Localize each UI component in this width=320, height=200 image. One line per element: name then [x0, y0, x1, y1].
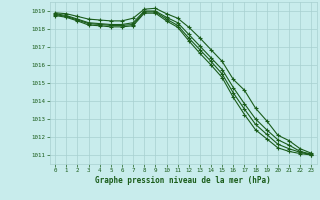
- X-axis label: Graphe pression niveau de la mer (hPa): Graphe pression niveau de la mer (hPa): [95, 176, 271, 185]
